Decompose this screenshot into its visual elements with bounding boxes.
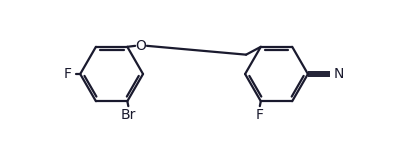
Text: O: O	[135, 39, 147, 53]
Text: F: F	[256, 108, 264, 122]
Text: F: F	[64, 67, 71, 81]
Text: Br: Br	[120, 108, 136, 122]
Text: N: N	[333, 67, 344, 81]
